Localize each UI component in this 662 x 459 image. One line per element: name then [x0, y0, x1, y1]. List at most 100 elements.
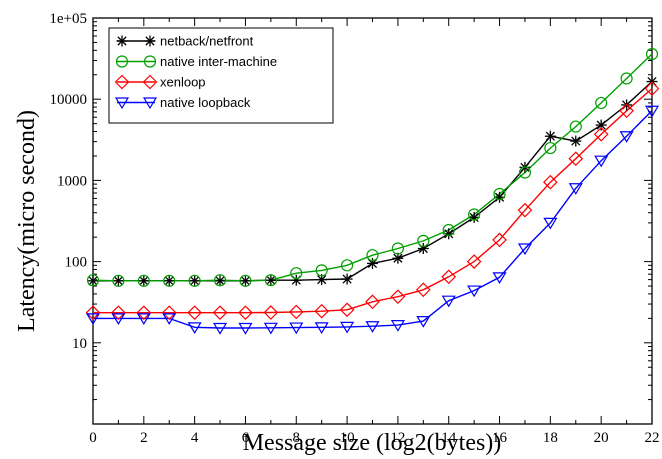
x-tick-label: 8 — [293, 430, 301, 446]
x-tick-label: 4 — [191, 430, 199, 446]
legend-entries: netback/netfront native inter-machine xenl… — [114, 34, 277, 110]
series-line-2 — [93, 88, 653, 314]
data-point — [188, 274, 201, 287]
data-point — [314, 303, 330, 319]
data-point — [568, 183, 583, 195]
x-tick-label: 16 — [492, 430, 508, 446]
series-lines — [92, 53, 653, 329]
series-line-1 — [92, 53, 653, 282]
x-tick-label: 12 — [390, 430, 405, 446]
data-point — [85, 313, 101, 326]
data-point — [595, 96, 608, 110]
data-point — [367, 257, 378, 269]
series-markers — [85, 47, 660, 335]
data-point — [111, 305, 126, 321]
data-point — [569, 120, 582, 133]
data-point — [517, 202, 533, 218]
data-point — [289, 322, 304, 335]
data-point — [417, 234, 430, 247]
data-point — [263, 305, 279, 320]
data-point — [163, 274, 176, 287]
data-point — [366, 249, 379, 262]
data-point — [391, 242, 405, 255]
x-tick-label: 22 — [645, 430, 660, 446]
legend-label: netback/netfront — [160, 34, 254, 49]
x-tick-label: 2 — [140, 430, 148, 446]
data-point — [290, 267, 303, 280]
data-point — [263, 322, 278, 335]
data-point — [111, 313, 126, 326]
legend-marker — [142, 74, 158, 90]
y-tick-label: 10 — [72, 336, 87, 352]
data-point — [544, 141, 557, 155]
data-point — [517, 243, 533, 256]
data-point — [187, 305, 202, 321]
legend: netback/netfront native inter-machine xenl… — [108, 27, 334, 124]
data-point — [265, 274, 277, 286]
data-point — [86, 274, 100, 287]
axis-ticks: 0 2 4 6 8 10 12 14 16 18 20 22 10 100 1000 10000 1e+05 — [49, 11, 659, 446]
legend-marker — [142, 97, 158, 110]
legend-label: native inter-machine — [160, 54, 277, 69]
data-point — [492, 272, 507, 285]
legend-label: xenloop — [160, 75, 206, 90]
data-point — [390, 289, 406, 305]
x-tick-label: 6 — [242, 430, 250, 446]
data-point — [314, 322, 329, 335]
data-point — [544, 130, 556, 142]
data-point — [288, 304, 304, 320]
data-point — [162, 313, 177, 326]
y-tick-label: 10000 — [50, 92, 88, 108]
legend-entry: native loopback — [114, 95, 251, 110]
legend-marker — [116, 35, 128, 47]
series-line-3 — [93, 110, 653, 329]
legend-entry: xenloop — [114, 74, 206, 90]
data-point — [340, 259, 354, 272]
data-point — [543, 174, 558, 190]
data-point — [492, 232, 507, 248]
data-point — [213, 274, 227, 287]
data-point — [316, 274, 328, 286]
data-point — [518, 166, 532, 179]
data-point — [212, 322, 228, 335]
data-point — [645, 47, 659, 61]
data-point — [212, 305, 228, 321]
data-point — [365, 321, 380, 333]
data-point — [137, 274, 150, 287]
data-point — [138, 275, 150, 287]
legend-label: native loopback — [160, 95, 251, 110]
data-point — [87, 275, 99, 287]
data-point — [468, 211, 480, 223]
data-point — [340, 321, 355, 334]
data-point — [365, 294, 380, 310]
legend-entry: native inter-machine — [115, 54, 277, 69]
x-axis-label: Message size (log2(bytes)) — [243, 430, 502, 456]
data-point — [568, 151, 584, 167]
y-tick-label: 100 — [65, 255, 88, 271]
data-point — [466, 254, 482, 269]
legend-marker — [144, 35, 156, 47]
data-point — [214, 275, 226, 287]
y-axis-label: Latency(micro second) — [14, 110, 40, 332]
data-point — [112, 275, 124, 287]
data-point — [543, 217, 558, 230]
x-tick-label: 14 — [441, 430, 457, 446]
data-point — [619, 103, 634, 119]
data-point — [595, 119, 607, 131]
data-point — [136, 313, 151, 326]
x-tick-label: 18 — [543, 430, 558, 446]
data-point — [238, 305, 253, 321]
data-point — [163, 275, 175, 287]
data-point — [442, 223, 455, 237]
data-point — [593, 126, 609, 142]
legend-marker — [114, 74, 130, 90]
legend-marker — [115, 55, 129, 68]
data-point — [644, 81, 660, 96]
legend-marker — [114, 97, 130, 110]
x-tick-label: 10 — [340, 430, 355, 446]
data-point — [341, 273, 353, 285]
data-point — [493, 187, 506, 201]
x-tick-label: 20 — [594, 430, 609, 446]
data-point — [239, 274, 252, 287]
data-point — [339, 302, 355, 318]
